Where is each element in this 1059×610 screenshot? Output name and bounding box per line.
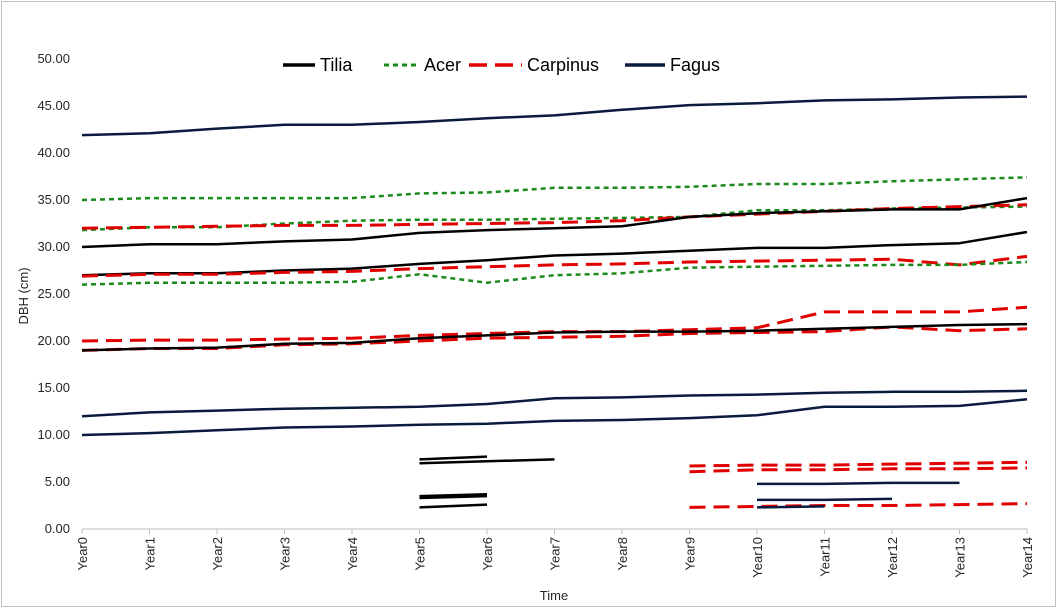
- y-axis-ticks: 0.00 5.00 10.00 15.00 20.00 25.00 30.00 35.00 40…: [37, 51, 70, 536]
- x-tick-label: Year1: [143, 537, 158, 571]
- series-line-carpinus: [689, 460, 1028, 468]
- y-tick-label: 50.00: [37, 51, 70, 66]
- y-tick-label: 35.00: [37, 192, 70, 207]
- series-line-fagus: [756, 505, 825, 509]
- series-line-tilia: [81, 322, 1028, 352]
- x-tick-label: Year6: [480, 537, 495, 571]
- x-axis-title: Time: [540, 588, 568, 603]
- x-tick-label: Year5: [413, 537, 428, 571]
- legend: Tilia Acer Carpinus Fagus: [283, 55, 720, 75]
- x-tick-label: Year7: [548, 537, 563, 571]
- series-line-tilia: [81, 230, 1028, 277]
- x-tick-label: Year0: [75, 537, 90, 571]
- legend-label-tilia: Tilia: [320, 55, 353, 75]
- series-line-fagus: [81, 398, 1028, 437]
- series-line-fagus: [81, 95, 1028, 137]
- series-layer: [81, 95, 1028, 509]
- x-tick-label: Year10: [750, 537, 765, 578]
- y-tick-label: 25.00: [37, 286, 70, 301]
- series-line-carpinus: [81, 305, 1028, 343]
- x-axis-ticks: Year0 Year1 Year2 Year3 Year4 Year5 Year6 Year7…: [75, 529, 1035, 578]
- y-tick-label: 10.00: [37, 427, 70, 442]
- x-tick-label: Year11: [818, 537, 833, 577]
- series-line-carpinus: [81, 254, 1028, 278]
- y-tick-label: 40.00: [37, 145, 70, 160]
- y-axis-title: DBH (cm): [16, 267, 31, 324]
- y-tick-label: 5.00: [45, 474, 70, 489]
- series-line-tilia: [419, 492, 488, 498]
- x-tick-label: Year13: [953, 537, 968, 578]
- x-tick-label: Year8: [615, 537, 630, 571]
- series-line-carpinus: [689, 502, 1028, 509]
- x-tick-label: Year3: [278, 537, 293, 571]
- series-line-acer: [81, 176, 1028, 202]
- legend-label-carpinus: Carpinus: [527, 55, 599, 75]
- series-line-tilia: [419, 494, 488, 500]
- series-line-carpinus: [81, 203, 1028, 230]
- y-tick-label: 45.00: [37, 98, 70, 113]
- y-tick-label: 30.00: [37, 239, 70, 254]
- x-tick-label: Year12: [885, 537, 900, 578]
- series-line-fagus: [81, 389, 1028, 418]
- legend-label-acer: Acer: [424, 55, 461, 75]
- legend-label-fagus: Fagus: [670, 55, 720, 75]
- series-line-tilia: [419, 455, 488, 461]
- series-line-fagus: [757, 481, 960, 486]
- series-line-tilia: [419, 503, 488, 509]
- series-line-tilia: [81, 196, 1028, 249]
- series-line-carpinus: [689, 466, 1028, 474]
- series-line-tilia: [419, 458, 555, 465]
- y-tick-label: 20.00: [37, 333, 70, 348]
- series-line-acer: [81, 260, 1028, 286]
- y-tick-label: 15.00: [37, 380, 70, 395]
- x-tick-label: Year14: [1020, 537, 1035, 578]
- x-tick-label: Year4: [345, 537, 360, 571]
- x-tick-label: Year2: [210, 537, 225, 571]
- y-tick-label: 0.00: [45, 521, 70, 536]
- x-tick-label: Year9: [683, 537, 698, 571]
- series-line-fagus: [757, 497, 893, 502]
